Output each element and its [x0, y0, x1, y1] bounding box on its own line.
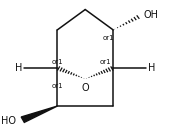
Text: or1: or1 [102, 35, 114, 41]
Text: HO: HO [1, 116, 16, 126]
Text: or1: or1 [52, 59, 63, 65]
Text: O: O [81, 83, 89, 93]
Text: or1: or1 [52, 83, 63, 89]
Text: or1: or1 [99, 59, 111, 65]
Text: OH: OH [144, 10, 159, 20]
Text: H: H [148, 63, 156, 73]
Text: H: H [15, 63, 22, 73]
Polygon shape [21, 106, 57, 122]
